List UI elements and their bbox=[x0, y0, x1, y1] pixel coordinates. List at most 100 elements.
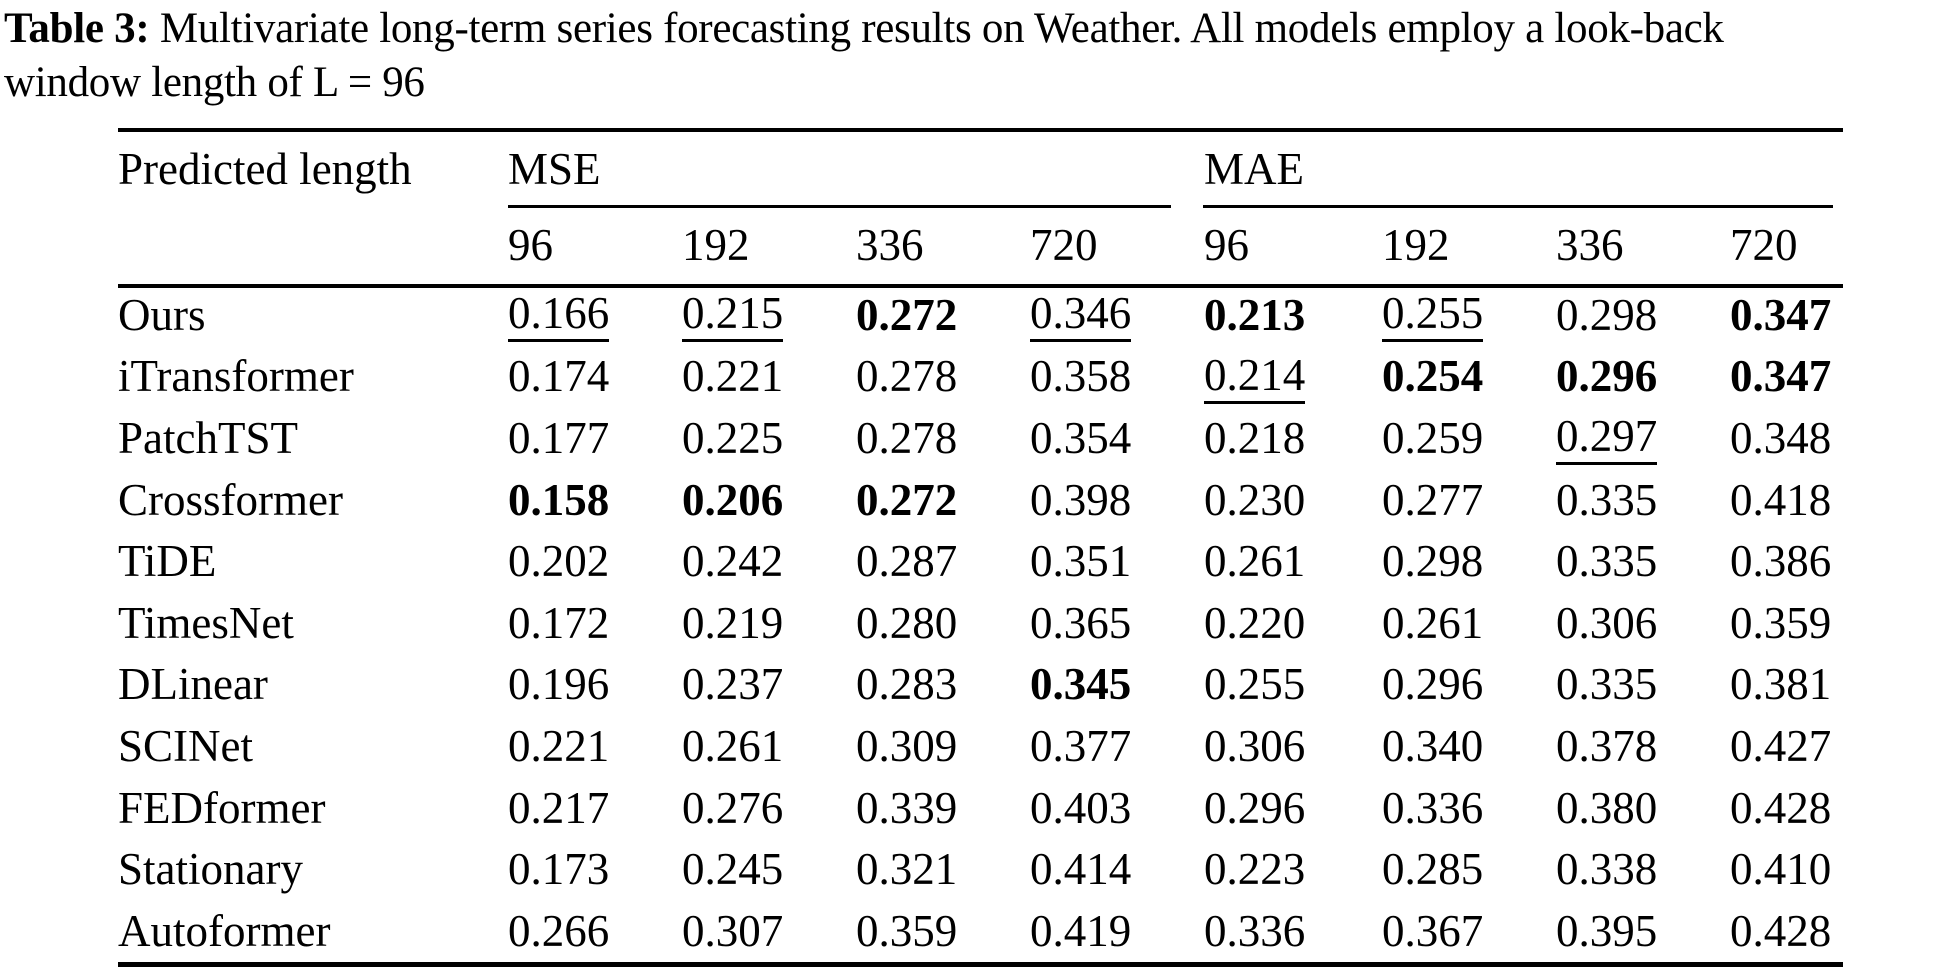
metric-value-cell: 0.335 bbox=[1556, 654, 1730, 716]
metric-value: 0.351 bbox=[1030, 536, 1132, 587]
results-table-container: Predicted length MSE MAE 96 192 336 720 … bbox=[118, 128, 1843, 973]
model-name: DLinear bbox=[118, 659, 268, 710]
metric-value: 0.173 bbox=[508, 844, 610, 895]
metric-value-cell: 0.261 bbox=[682, 715, 856, 777]
metric-value-cell: 0.359 bbox=[1730, 592, 1843, 654]
model-row: iTransformer 0.174 0.221 0.278 0.358 0.214 0.2… bbox=[118, 346, 1843, 408]
metric-value-cell: 0.428 bbox=[1730, 777, 1843, 839]
metric-value-second-best: 0.297 bbox=[1556, 414, 1658, 466]
metric-value-cell: 0.307 bbox=[682, 900, 856, 962]
metric-value: 0.218 bbox=[1204, 412, 1306, 463]
metric-value-cell: 0.345 bbox=[1030, 654, 1204, 716]
metric-value-cell: 0.367 bbox=[1382, 900, 1556, 962]
metric-value: 0.427 bbox=[1730, 720, 1832, 771]
metric-value-cell: 0.309 bbox=[856, 715, 1030, 777]
metric-value-cell: 0.278 bbox=[856, 346, 1030, 408]
metric-value-cell: 0.346 bbox=[1030, 284, 1204, 346]
metric-value: 0.287 bbox=[856, 536, 958, 587]
metric-value-cell: 0.174 bbox=[508, 346, 682, 408]
metric-value-best: 0.272 bbox=[856, 474, 958, 525]
metric-value-cell: 0.306 bbox=[1204, 715, 1382, 777]
model-row: Autoformer 0.266 0.307 0.359 0.419 0.336 0.367… bbox=[118, 900, 1843, 962]
metric-value-cell: 0.296 bbox=[1204, 777, 1382, 839]
metric-value: 0.321 bbox=[856, 844, 958, 895]
metric-value-best: 0.272 bbox=[856, 289, 958, 340]
metric-value: 0.245 bbox=[682, 844, 784, 895]
metric-value: 0.261 bbox=[1382, 597, 1484, 648]
metric-value: 0.255 bbox=[1204, 659, 1306, 710]
model-row: Crossformer 0.158 0.206 0.272 0.398 0.230 0.27… bbox=[118, 469, 1843, 531]
mae-horizon-720: 720 bbox=[1730, 219, 1798, 270]
metric-value-cell: 0.410 bbox=[1730, 838, 1843, 900]
metric-value-cell: 0.354 bbox=[1030, 407, 1204, 469]
table-body: Ours 0.166 0.215 0.272 0.346 0.213 0.255 0.298 0… bbox=[118, 284, 1843, 962]
metric-value-cell: 0.237 bbox=[682, 654, 856, 716]
model-name: PatchTST bbox=[118, 412, 298, 463]
empty-header-cell bbox=[118, 205, 508, 284]
metric-value-cell: 0.261 bbox=[1204, 530, 1382, 592]
metric-value-cell: 0.378 bbox=[1556, 715, 1730, 777]
metric-value: 0.230 bbox=[1204, 474, 1306, 525]
metric-value-cell: 0.351 bbox=[1030, 530, 1204, 592]
metric-value-second-best: 0.215 bbox=[682, 291, 784, 343]
metric-value: 0.398 bbox=[1030, 474, 1132, 525]
metric-value-cell: 0.213 bbox=[1204, 284, 1382, 346]
metric-value: 0.358 bbox=[1030, 351, 1132, 402]
metric-value: 0.276 bbox=[682, 782, 784, 833]
metric-value: 0.280 bbox=[856, 597, 958, 648]
metric-value: 0.339 bbox=[856, 782, 958, 833]
metric-value: 0.261 bbox=[1204, 536, 1306, 587]
metric-value-cell: 0.202 bbox=[508, 530, 682, 592]
mse-horizon-96: 96 bbox=[508, 219, 553, 270]
metric-value: 0.395 bbox=[1556, 905, 1658, 956]
metric-value: 0.283 bbox=[856, 659, 958, 710]
metric-value: 0.278 bbox=[856, 351, 958, 402]
metric-value-cell: 0.298 bbox=[1382, 530, 1556, 592]
metric-value-cell: 0.280 bbox=[856, 592, 1030, 654]
metric-value: 0.336 bbox=[1382, 782, 1484, 833]
metric-value: 0.377 bbox=[1030, 720, 1132, 771]
mse-horizon-336: 336 bbox=[856, 219, 924, 270]
metric-value-second-best: 0.255 bbox=[1382, 291, 1484, 343]
metric-value-cell: 0.166 bbox=[508, 284, 682, 346]
metric-value-cell: 0.276 bbox=[682, 777, 856, 839]
metric-value-cell: 0.272 bbox=[856, 284, 1030, 346]
metric-value-cell: 0.335 bbox=[1556, 530, 1730, 592]
model-row: SCINet 0.221 0.261 0.309 0.377 0.306 0.340 0.37… bbox=[118, 715, 1843, 777]
metric-value-cell: 0.223 bbox=[1204, 838, 1382, 900]
metric-value: 0.278 bbox=[856, 412, 958, 463]
metric-value-cell: 0.395 bbox=[1556, 900, 1730, 962]
metric-value-cell: 0.359 bbox=[856, 900, 1030, 962]
model-name: Autoformer bbox=[118, 905, 331, 956]
metric-value: 0.338 bbox=[1556, 844, 1658, 895]
metric-value-cell: 0.336 bbox=[1204, 900, 1382, 962]
metric-value-cell: 0.386 bbox=[1730, 530, 1843, 592]
metric-value: 0.298 bbox=[1382, 536, 1484, 587]
mse-group-header: MSE bbox=[508, 143, 601, 194]
metric-value: 0.298 bbox=[1556, 289, 1658, 340]
model-row: Stationary 0.173 0.245 0.321 0.414 0.223 0.285… bbox=[118, 838, 1843, 900]
table-caption: Table 3: Multivariate long-term series f… bbox=[4, 2, 1952, 110]
metric-value-cell: 0.287 bbox=[856, 530, 1030, 592]
model-row: Ours 0.166 0.215 0.272 0.346 0.213 0.255 0.298 0… bbox=[118, 284, 1843, 346]
metric-value-cell: 0.297 bbox=[1556, 407, 1730, 469]
metric-value-second-best: 0.346 bbox=[1030, 291, 1132, 343]
metric-value-cell: 0.266 bbox=[508, 900, 682, 962]
model-name: iTransformer bbox=[118, 351, 354, 402]
metric-value: 0.221 bbox=[508, 720, 610, 771]
table-header-rule bbox=[118, 284, 1843, 288]
metric-value: 0.419 bbox=[1030, 905, 1132, 956]
metric-value: 0.354 bbox=[1030, 412, 1132, 463]
model-row: TimesNet 0.172 0.219 0.280 0.365 0.220 0.261 0.… bbox=[118, 592, 1843, 654]
mae-group-header: MAE bbox=[1204, 143, 1305, 194]
metric-value: 0.380 bbox=[1556, 782, 1658, 833]
metric-value: 0.335 bbox=[1556, 536, 1658, 587]
metric-value-cell: 0.259 bbox=[1382, 407, 1556, 469]
metric-value-cell: 0.206 bbox=[682, 469, 856, 531]
model-name: TiDE bbox=[118, 536, 217, 587]
model-name: FEDformer bbox=[118, 782, 326, 833]
metric-value: 0.365 bbox=[1030, 597, 1132, 648]
table-top-rule bbox=[118, 128, 1843, 132]
metric-value: 0.196 bbox=[508, 659, 610, 710]
